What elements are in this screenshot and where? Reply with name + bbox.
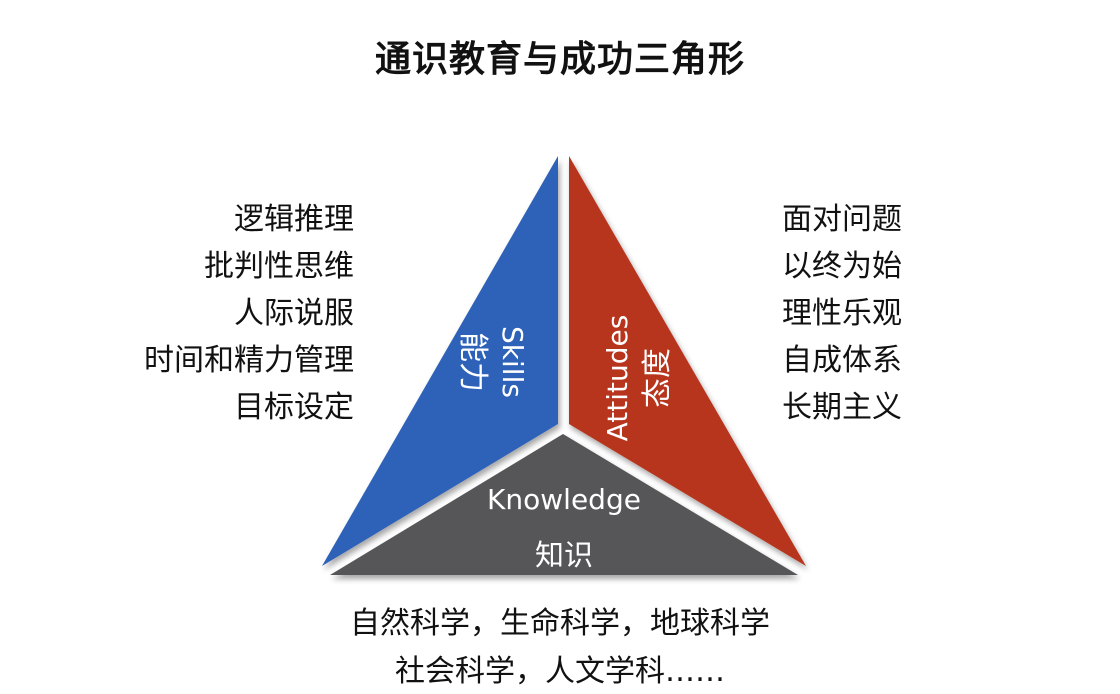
knowledge-line: 自然科学，生命科学，地球科学 (350, 606, 770, 641)
skills-item: 逻辑推理 (234, 202, 354, 237)
attitudes-list: 面对问题 以终为始 理性乐观 自成体系 长期主义 (782, 196, 902, 431)
skills-segment (322, 156, 558, 566)
attitudes-segment (569, 156, 806, 566)
skills-item: 目标设定 (234, 390, 354, 425)
attitudes-label: Attitudes 态度 (598, 308, 698, 448)
diagram-title: 通识教育与成功三角形 (374, 39, 745, 80)
knowledge-label-zh: 知识 (534, 538, 593, 572)
skills-item: 批判性思维 (204, 249, 354, 284)
skills-item: 时间和精力管理 (144, 343, 354, 378)
knowledge-line: 社会科学，人文学科…… (395, 654, 725, 689)
knowledge-label-en: Knowledge (487, 483, 641, 516)
skills-item: 人际说服 (234, 296, 354, 331)
skills-label: Skills 能力 (432, 292, 532, 432)
attitudes-item: 长期主义 (782, 390, 902, 425)
attitudes-item: 自成体系 (782, 343, 902, 378)
knowledge-segment (330, 434, 798, 575)
skills-label-en: Skills (496, 326, 529, 398)
skills-label-zh: 能力 (455, 332, 490, 392)
skills-list: 逻辑推理 批判性思维 人际说服 时间和精力管理 目标设定 (144, 196, 354, 431)
attitudes-item: 以终为始 (782, 249, 902, 284)
attitudes-item: 面对问题 (782, 202, 902, 237)
attitudes-label-zh: 态度 (640, 348, 675, 408)
attitudes-label-en: Attitudes (601, 314, 634, 442)
attitudes-item: 理性乐观 (782, 296, 902, 331)
